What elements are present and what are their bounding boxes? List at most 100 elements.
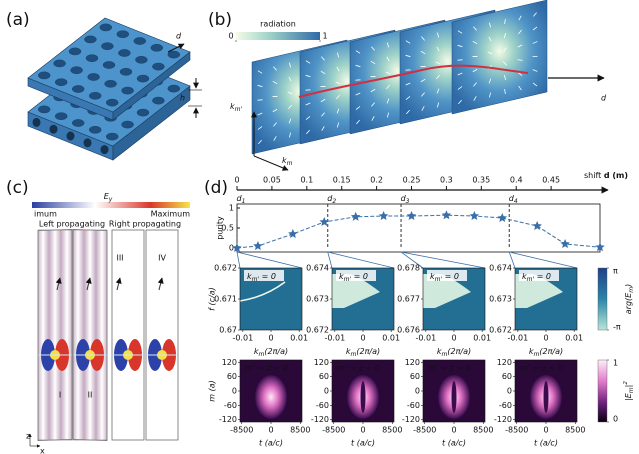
field-arrow (504, 18, 506, 25)
y-axis-label: purity (216, 216, 225, 240)
hole (167, 84, 181, 93)
hole (136, 74, 150, 83)
mode-node (360, 381, 366, 413)
x-tick-label: 8500 (382, 426, 402, 435)
field-arrow (370, 88, 376, 93)
field-arrow (386, 42, 390, 48)
field-arrow (336, 108, 340, 114)
inset-label: m' = z = 0 (520, 364, 563, 373)
field-arrow (421, 92, 425, 97)
y-tick-label: 0.672 (306, 326, 329, 335)
hole (121, 86, 134, 95)
hole (88, 126, 102, 134)
field-arrow (488, 78, 492, 84)
band (332, 274, 380, 308)
field-arrow (337, 122, 339, 128)
y-tick-label: 0.674 (489, 264, 512, 273)
field-arrow (406, 109, 410, 115)
purity-point (532, 221, 542, 231)
axis-label: x (40, 447, 45, 454)
field-arrow (488, 22, 492, 28)
y-tick-label: 0 (232, 387, 237, 396)
side-hole (83, 138, 92, 148)
y-tick-label: 0.674 (306, 264, 329, 273)
x-tick-label: 0.2 (370, 176, 383, 185)
x-axis-label: km(2π/a) (254, 347, 288, 359)
x-tick-label: 0 (360, 334, 365, 343)
field-arrow (55, 277, 62, 291)
x-axis-label-part: k (254, 347, 259, 356)
field-arrow (405, 54, 411, 58)
strip-title: Left propagating (39, 220, 105, 229)
connector (509, 251, 578, 269)
field-arrow (257, 126, 263, 130)
field-arrow (532, 26, 538, 31)
field-arrow (421, 106, 425, 111)
field-arrow (420, 78, 426, 83)
colorbar (32, 202, 190, 208)
y-tick-label: 0 (507, 387, 512, 396)
hole (121, 120, 134, 129)
inset-label-part: m' (527, 276, 535, 283)
colorbar-tick-label: -π (613, 323, 621, 332)
field-arrow (420, 50, 426, 55)
hole (102, 61, 116, 69)
field-arrow (405, 96, 411, 100)
band-plot: km' = 0 (515, 268, 577, 330)
side-hole (32, 117, 41, 127)
colorbar-title-part: 2 (623, 381, 629, 385)
field-arrow (473, 96, 477, 101)
field-strip (111, 229, 145, 441)
hole (150, 44, 164, 52)
hole (118, 49, 131, 57)
y-tick-label: 1 (229, 204, 234, 213)
field-arrow (533, 12, 537, 17)
field-arrow (257, 112, 263, 116)
hole (116, 30, 130, 39)
y-tick-label: 0.671 (214, 295, 237, 304)
hole (88, 92, 102, 100)
field-arrow (257, 84, 263, 88)
hole (70, 66, 83, 74)
hole (71, 119, 85, 127)
field-arrow (305, 102, 311, 106)
y-axis-label: f (c/a) (208, 287, 217, 311)
colorbar (597, 359, 608, 423)
field-arrow (532, 82, 538, 87)
marker-label-part: 3 (406, 198, 410, 205)
x-axis-label-part: m (442, 351, 448, 358)
axis-label: z (26, 432, 30, 441)
hole (55, 78, 68, 86)
hole (135, 56, 148, 64)
field-arrow (421, 36, 425, 41)
x-axis-label: t (a/c) (351, 439, 375, 448)
axis-label: d (601, 94, 607, 103)
inset-label-part: k (522, 272, 527, 281)
y-tick-label: -60 (407, 401, 420, 410)
field-arrow (371, 102, 375, 107)
strip-label: II (88, 391, 93, 400)
field-arrow (320, 98, 326, 103)
y-tick-label: -120 (219, 415, 237, 424)
strip-frame (72, 229, 108, 441)
strip-frame (111, 229, 145, 441)
hole (119, 68, 133, 76)
field-arrow (370, 60, 376, 65)
field-arrow (504, 88, 506, 95)
y-tick-label: 0.673 (489, 295, 512, 304)
x-axis-label-part: (2π/a) (264, 347, 288, 356)
field-arrow (532, 69, 538, 72)
field-arrow (387, 112, 389, 118)
dimension-label: h (180, 94, 185, 103)
y-tick-label: -120 (494, 415, 512, 424)
colorbar-title-part: | (624, 385, 633, 388)
x-tick-label: -0.01 (324, 334, 345, 343)
hole (38, 71, 51, 80)
purity-point (319, 217, 330, 227)
trajectory (298, 64, 529, 98)
x-tick-label: 0 (360, 426, 365, 435)
colorbar-title: arg(Em) (624, 284, 636, 314)
y-axis-label: m (a) (208, 380, 217, 401)
x-tick-label: 0.01 (565, 334, 583, 343)
